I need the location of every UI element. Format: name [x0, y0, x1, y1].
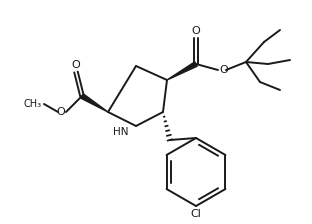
Text: Cl: Cl: [191, 209, 202, 219]
Polygon shape: [81, 94, 108, 112]
Text: HN: HN: [114, 127, 129, 137]
Text: O: O: [56, 107, 65, 117]
Text: O: O: [219, 65, 228, 75]
Polygon shape: [167, 62, 197, 80]
Text: O: O: [72, 60, 80, 70]
Text: CH₃: CH₃: [24, 99, 42, 109]
Text: O: O: [192, 26, 200, 36]
